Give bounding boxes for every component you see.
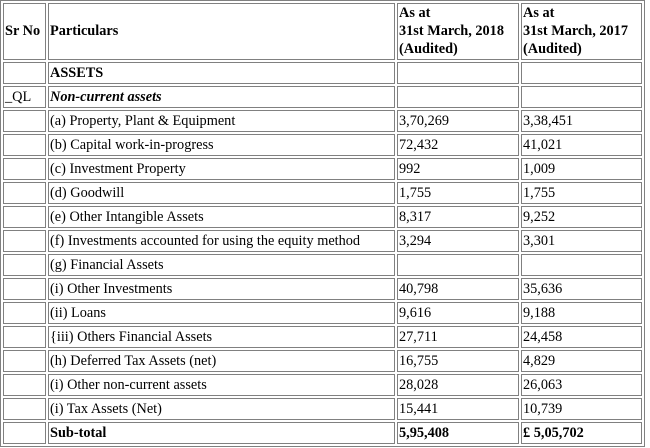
particulars-cell: (a) Property, Plant & Equipment [48, 110, 395, 132]
particulars-cell: (i) Other Investments [48, 278, 395, 300]
table-row: _QL Non-current assets [3, 86, 642, 108]
sr-no-cell [3, 374, 46, 396]
sr-no-cell: _QL [3, 86, 46, 108]
sr-no-cell [3, 134, 46, 156]
particulars-cell: (h) Deferred Tax Assets (net) [48, 350, 395, 372]
particulars-cell: (i) Other non-current assets [48, 374, 395, 396]
sr-no-cell [3, 230, 46, 252]
value-2018-cell: 1,755 [397, 182, 519, 204]
table-row: (a) Property, Plant & Equipment 3,70,269… [3, 110, 642, 132]
sr-no-cell [3, 350, 46, 372]
value-2017-cell [521, 254, 642, 276]
sr-no-cell [3, 158, 46, 180]
sr-no-cell [3, 398, 46, 420]
value-2018-cell: 3,294 [397, 230, 519, 252]
value-2017-cell [521, 62, 642, 84]
table-row: (c) Investment Property 992 1,009 [3, 158, 642, 180]
header-particulars: Particulars [48, 3, 395, 60]
value-2018-cell: 3,70,269 [397, 110, 519, 132]
header-col-2017: As at 31st March, 2017 (Audited) [521, 3, 642, 60]
table-row: {iii) Others Financial Assets 27,711 24,… [3, 326, 642, 348]
value-2018-cell: 28,028 [397, 374, 519, 396]
value-2018-cell: 992 [397, 158, 519, 180]
value-2018-cell [397, 254, 519, 276]
value-2018-cell: 16,755 [397, 350, 519, 372]
subtotal-label: Sub-total [48, 422, 395, 444]
sr-no-cell [3, 206, 46, 228]
header-2017-line1: As at [523, 5, 555, 21]
header-2017-line3: (Audited) [523, 41, 582, 57]
header-2017-line2: 31st March, 2017 [523, 23, 628, 39]
table-row: (i) Tax Assets (Net) 15,441 10,739 [3, 398, 642, 420]
table-row: (g) Financial Assets [3, 254, 642, 276]
sr-no-cell [3, 182, 46, 204]
sr-no-cell [3, 278, 46, 300]
particulars-cell: (e) Other Intangible Assets [48, 206, 395, 228]
sr-no-cell [3, 62, 46, 84]
value-2018-cell: 72,432 [397, 134, 519, 156]
table-row: (ii) Loans 9,616 9,188 [3, 302, 642, 324]
value-2018-cell: 9,616 [397, 302, 519, 324]
particulars-cell: (c) Investment Property [48, 158, 395, 180]
subtotal-2017: £ 5,05,702 [521, 422, 642, 444]
value-2018-cell: 27,711 [397, 326, 519, 348]
table-row: (i) Other Investments 40,798 35,636 [3, 278, 642, 300]
value-2017-cell: 1,755 [521, 182, 642, 204]
value-2018-cell [397, 86, 519, 108]
particulars-cell: (ii) Loans [48, 302, 395, 324]
table-row: (b) Capital work-in-progress 72,432 41,0… [3, 134, 642, 156]
subsection-heading-non-current-assets: Non-current assets [48, 86, 395, 108]
particulars-cell: (g) Financial Assets [48, 254, 395, 276]
value-2017-cell: 41,021 [521, 134, 642, 156]
header-2018-line3: (Audited) [399, 41, 458, 57]
value-2017-cell: 24,458 [521, 326, 642, 348]
value-2017-cell: 3,38,451 [521, 110, 642, 132]
value-2017-cell: 9,252 [521, 206, 642, 228]
header-2018-line2: 31st March, 2018 [399, 23, 504, 39]
header-col-2018: As at 31st March, 2018 (Audited) [397, 3, 519, 60]
section-heading-assets: ASSETS [48, 62, 395, 84]
particulars-cell: {iii) Others Financial Assets [48, 326, 395, 348]
sr-no-cell [3, 302, 46, 324]
table-row: (i) Other non-current assets 28,028 26,0… [3, 374, 642, 396]
particulars-cell: (f) Investments accounted for using the … [48, 230, 395, 252]
sr-no-cell [3, 110, 46, 132]
value-2017-cell: 26,063 [521, 374, 642, 396]
subtotal-2018: 5,95,408 [397, 422, 519, 444]
value-2017-cell [521, 86, 642, 108]
value-2017-cell: 35,636 [521, 278, 642, 300]
value-2018-cell [397, 62, 519, 84]
table-row: (f) Investments accounted for using the … [3, 230, 642, 252]
value-2017-cell: 1,009 [521, 158, 642, 180]
header-sr-no: Sr No [3, 3, 46, 60]
value-2017-cell: 9,188 [521, 302, 642, 324]
sr-no-cell [3, 326, 46, 348]
particulars-cell: (b) Capital work-in-progress [48, 134, 395, 156]
value-2018-cell: 8,317 [397, 206, 519, 228]
value-2017-cell: 10,739 [521, 398, 642, 420]
particulars-cell: (i) Tax Assets (Net) [48, 398, 395, 420]
table-row: (d) Goodwill 1,755 1,755 [3, 182, 642, 204]
particulars-cell: (d) Goodwill [48, 182, 395, 204]
table-row: (e) Other Intangible Assets 8,317 9,252 [3, 206, 642, 228]
value-2018-cell: 40,798 [397, 278, 519, 300]
table-row: ASSETS [3, 62, 642, 84]
header-2018-line1: As at [399, 5, 431, 21]
value-2018-cell: 15,441 [397, 398, 519, 420]
sr-no-cell [3, 422, 46, 444]
sr-no-cell [3, 254, 46, 276]
value-2017-cell: 4,829 [521, 350, 642, 372]
header-row: Sr No Particulars As at 31st March, 2018… [3, 3, 642, 60]
table-row: (h) Deferred Tax Assets (net) 16,755 4,8… [3, 350, 642, 372]
subtotal-row: Sub-total 5,95,408 £ 5,05,702 [3, 422, 642, 444]
value-2017-cell: 3,301 [521, 230, 642, 252]
